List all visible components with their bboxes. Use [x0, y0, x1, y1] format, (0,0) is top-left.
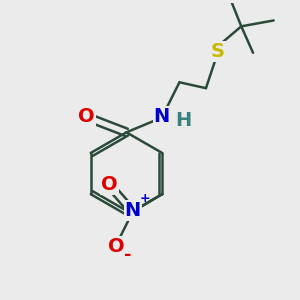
Text: +: + — [139, 192, 150, 206]
Text: -: - — [124, 246, 132, 264]
Text: O: O — [78, 106, 95, 126]
Text: H: H — [176, 111, 192, 130]
Text: O: O — [101, 175, 118, 194]
Text: N: N — [124, 201, 141, 220]
Text: O: O — [108, 237, 125, 256]
Text: S: S — [211, 42, 225, 61]
Text: N: N — [154, 107, 170, 126]
